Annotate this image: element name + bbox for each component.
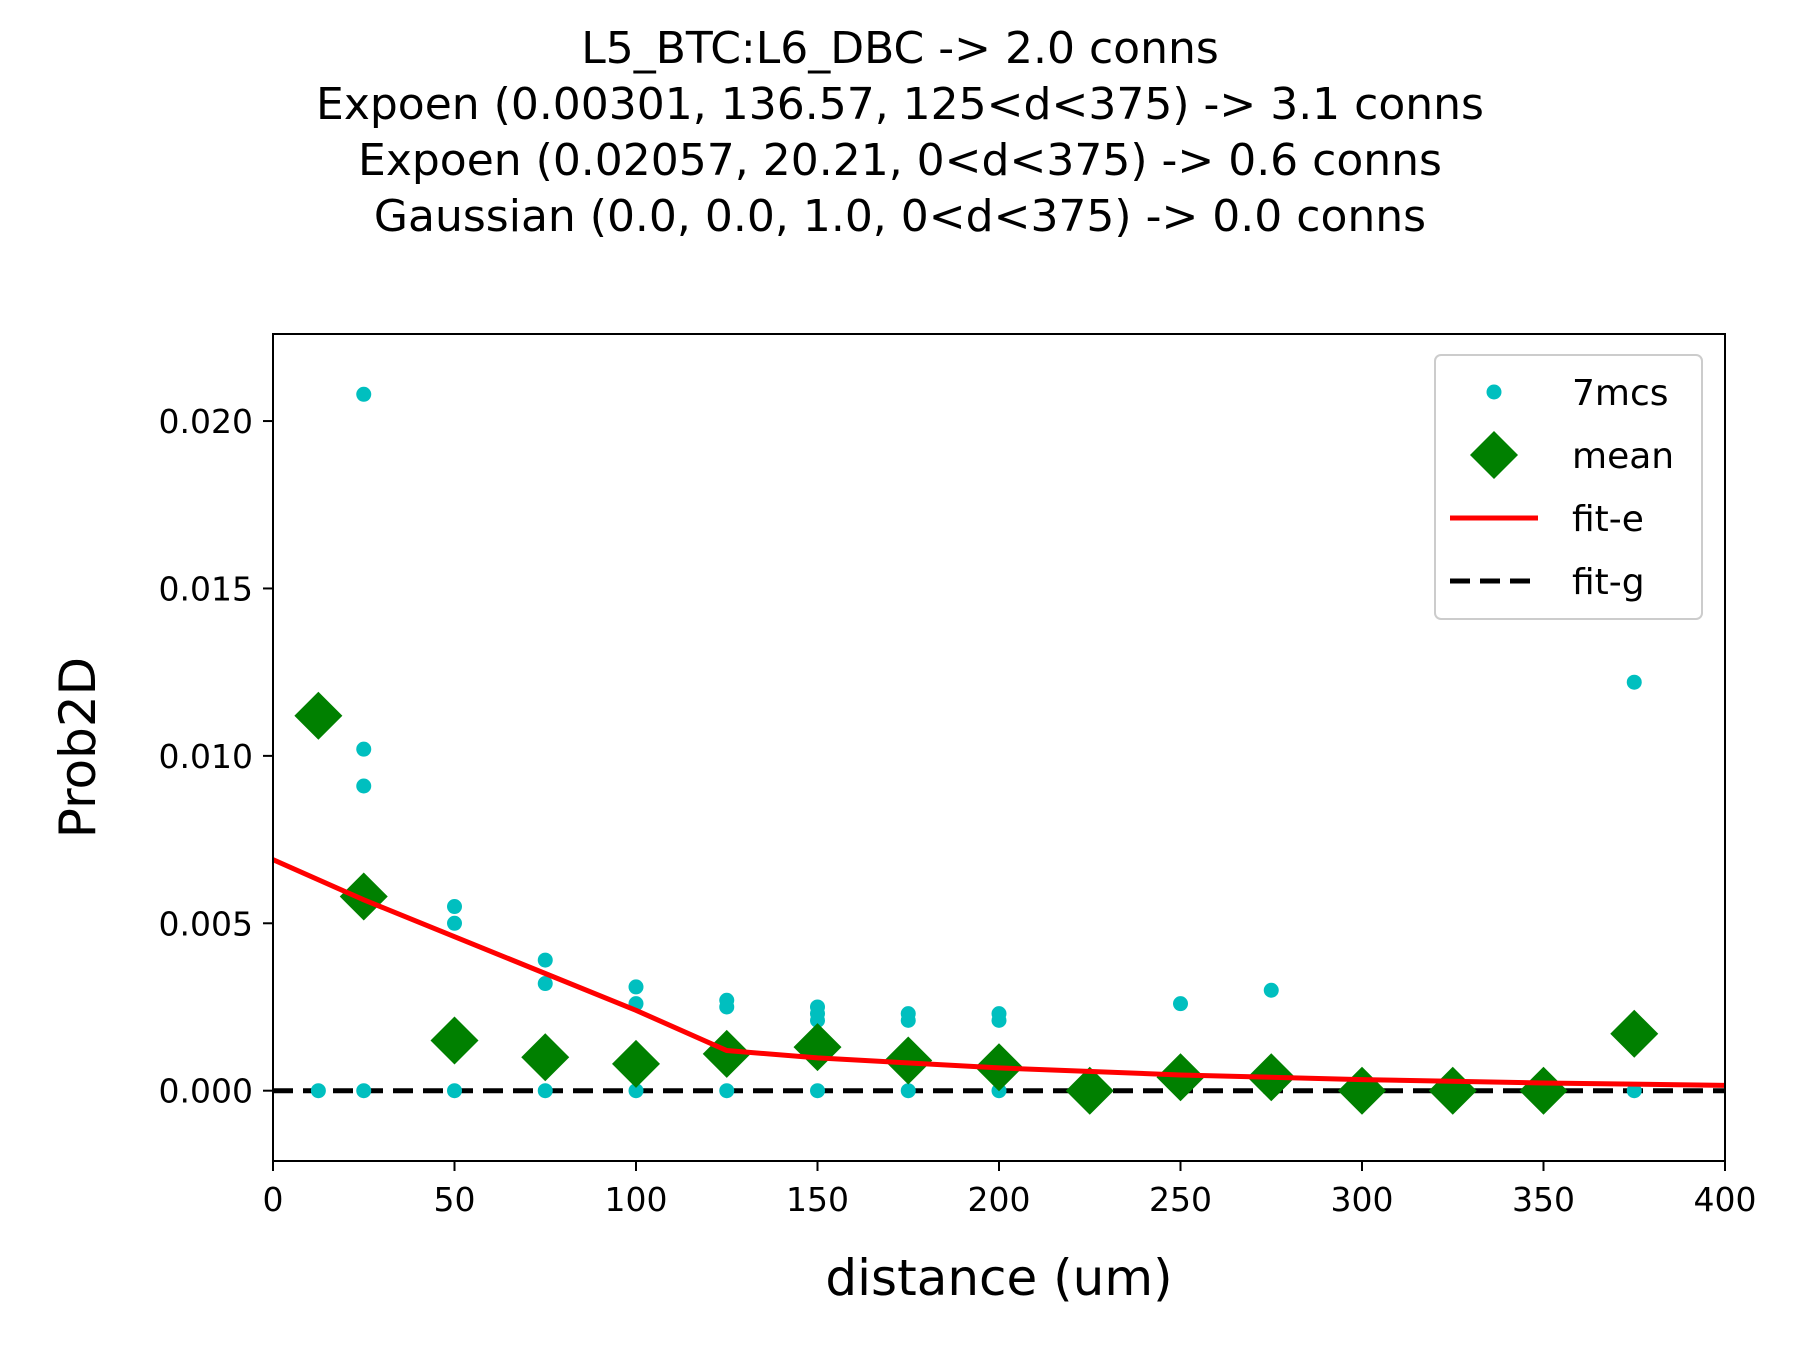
y-tick-label-2: 0.010	[159, 737, 253, 776]
x-tick-label-5: 250	[1149, 1180, 1212, 1219]
mean-marker-6	[793, 1023, 842, 1072]
legend-label-fit-e: fit-e	[1572, 499, 1644, 540]
point-7mcs-22	[900, 1012, 916, 1028]
fit-e-line	[273, 857, 1725, 1088]
legend-box	[1434, 354, 1703, 620]
x-tick-label-1: 50	[434, 1180, 476, 1219]
y-tick-label-3: 0.015	[159, 569, 253, 608]
x-tick-label-7: 350	[1512, 1180, 1575, 1219]
point-7mcs-30	[1626, 1083, 1642, 1099]
point-7mcs-3	[356, 778, 372, 794]
plot-clipped-layer	[273, 386, 1725, 1115]
point-7mcs-19	[810, 1012, 825, 1028]
x-tick-label-4: 200	[968, 1180, 1031, 1219]
point-7mcs-28	[1263, 982, 1279, 998]
title-line-4: Gaussian (0.0, 0.0, 1.0, 0<d<375) -> 0.0…	[374, 191, 1426, 242]
point-7mcs-9	[537, 976, 553, 992]
x-tick-label-6: 300	[1331, 1180, 1394, 1219]
axes: 0 50 100 150 200 250 300 350 400 0.000 0.005 0.010 0…	[49, 333, 1757, 1307]
point-7mcs-23	[900, 1083, 916, 1099]
title-line-3: Expoen (0.02057, 20.21, 0<d<375) -> 0.6 …	[358, 135, 1442, 186]
y-axis-label: Prob2D	[49, 657, 107, 838]
x-tick-label-3: 150	[786, 1180, 849, 1219]
mean-marker-0	[294, 691, 343, 740]
mean-marker-3	[521, 1033, 570, 1082]
mean-marker-12	[1338, 1066, 1386, 1115]
point-7mcs-27	[1173, 996, 1188, 1012]
point-7mcs-7	[447, 1083, 462, 1099]
plot-area	[273, 386, 1725, 1115]
point-7mcs-2	[356, 741, 372, 757]
mean-marker-5	[702, 1029, 751, 1078]
legend-handle-7mcs	[1486, 384, 1502, 400]
title-line-2: Expoen (0.00301, 136.57, 125<d<375) -> 3…	[316, 79, 1484, 130]
mean-marker-1	[339, 872, 388, 921]
mean-marker-15	[1610, 1009, 1659, 1058]
point-7mcs-15	[719, 999, 735, 1015]
point-7mcs-5	[447, 899, 462, 915]
point-7mcs-25	[991, 1012, 1007, 1028]
legend-label-mean: mean	[1572, 436, 1674, 477]
mean-marker-2	[430, 1016, 479, 1065]
point-7mcs-1	[356, 386, 372, 402]
y-tick-label-0: 0.000	[159, 1072, 253, 1111]
point-7mcs-16	[719, 1083, 735, 1099]
x-tick-label-8: 400	[1694, 1180, 1757, 1219]
point-7mcs-11	[628, 979, 644, 995]
mean-marker-14	[1519, 1066, 1568, 1115]
x-tick-label-2: 100	[605, 1180, 668, 1219]
y-tick-label-1: 0.005	[159, 904, 253, 943]
x-axis-label: distance (um)	[825, 1249, 1172, 1307]
point-7mcs-6	[447, 915, 462, 931]
point-7mcs-29	[1626, 674, 1642, 690]
point-7mcs-0	[310, 1083, 326, 1099]
point-7mcs-10	[537, 1083, 553, 1099]
point-7mcs-13	[628, 1083, 644, 1099]
mean-marker-13	[1428, 1066, 1477, 1115]
y-tick-label-4: 0.020	[159, 402, 253, 441]
legend-label-fit-g: fit-g	[1572, 562, 1645, 603]
legend: 7mcs mean fit-e fit-g	[1434, 354, 1703, 620]
legend-label-7mcs: 7mcs	[1572, 373, 1669, 414]
point-7mcs-20	[810, 1083, 825, 1099]
point-7mcs-8	[537, 952, 553, 968]
point-7mcs-4	[356, 1083, 372, 1099]
mean-marker-4	[612, 1039, 660, 1088]
legend-handle-mean	[1470, 431, 1518, 479]
title-line-1: L5_BTC:L6_DBC -> 2.0 conns	[581, 23, 1219, 74]
mean-marker-9	[1065, 1066, 1114, 1115]
x-tick-label-0: 0	[263, 1180, 284, 1219]
